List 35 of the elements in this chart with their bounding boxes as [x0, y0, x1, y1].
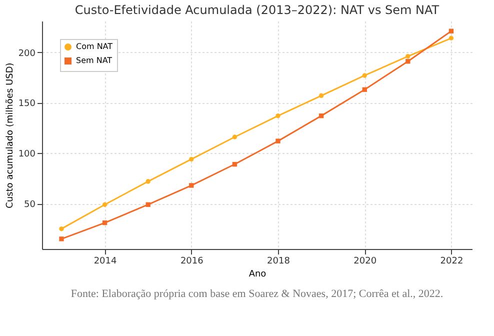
- x-tick-label: 2020: [354, 256, 377, 266]
- point: [189, 156, 194, 162]
- point: [232, 134, 238, 140]
- point: [59, 236, 64, 242]
- point: [406, 59, 410, 64]
- point: [102, 202, 108, 207]
- point: [232, 162, 238, 167]
- point: [146, 179, 150, 184]
- source-note: Fonte: Elaboração própria com base em Soarez & Novaes, 2017; Corrêa et al., 2022.: [70, 288, 444, 300]
- point: [59, 226, 64, 232]
- point: [406, 54, 410, 59]
- y-tick-label: 150: [18, 99, 36, 110]
- point: [318, 93, 324, 98]
- y-tick-label: 200: [18, 48, 36, 59]
- point: [362, 73, 367, 78]
- point: [362, 87, 367, 92]
- chart-title: Custo-Efetividade Acumulada (2013–2022): NAT vs Sem NAT: [74, 3, 440, 17]
- x-tick-label: 2016: [180, 256, 204, 266]
- point: [318, 113, 324, 118]
- x-tick-label: 2014: [94, 256, 118, 266]
- y-tick-label: 100: [18, 150, 36, 160]
- point: [102, 220, 108, 226]
- point: [276, 113, 280, 118]
- y-tick-label: 50: [24, 200, 36, 210]
- point: [448, 36, 454, 40]
- point: [189, 183, 194, 188]
- legend-label: Sem NAT: [76, 56, 112, 65]
- x-tick-label: 2022: [440, 256, 464, 266]
- x-axis-title: Ano: [248, 270, 267, 280]
- point: [448, 28, 454, 34]
- y-axis-title: Custo acumulado (milhões USD): [5, 62, 16, 208]
- point: [146, 202, 150, 207]
- legend-label: Com NAT: [76, 42, 113, 51]
- x-tick-label: 2018: [267, 256, 290, 266]
- point: [276, 138, 280, 144]
